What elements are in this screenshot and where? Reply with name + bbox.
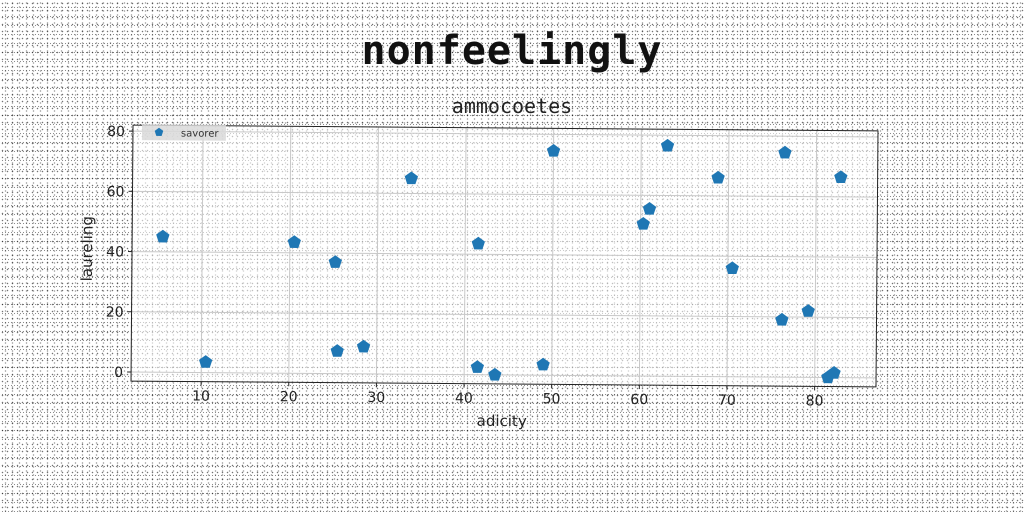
data-point (834, 170, 848, 184)
x-grid-line (375, 126, 379, 383)
x-grid-line (551, 128, 555, 385)
legend: savorer (141, 124, 227, 141)
y-grid-line (132, 251, 878, 258)
data-point (778, 145, 792, 159)
data-point (642, 201, 657, 215)
y-tick-label: 20 (106, 305, 124, 321)
x-tick-label: 70 (718, 393, 736, 409)
data-point (287, 235, 301, 248)
x-tick-label: 20 (280, 389, 298, 405)
data-points (156, 138, 848, 384)
x-axis-ticks: 10 20 30 40 50 60 70 80 (192, 381, 824, 410)
y-tick-label: 40 (106, 244, 124, 260)
data-point (636, 216, 650, 230)
data-point (488, 367, 502, 381)
x-grid-line (638, 129, 642, 386)
legend-label: savorer (181, 128, 220, 139)
data-point (801, 304, 815, 317)
data-point (199, 355, 213, 368)
data-point (711, 170, 725, 184)
data-point (536, 357, 550, 371)
chart-title: nonfeelingly (361, 28, 663, 74)
data-point (404, 171, 419, 185)
data-point (546, 143, 561, 157)
x-tick-label: 40 (455, 391, 473, 407)
data-point (725, 261, 739, 275)
y-grid-line (132, 190, 878, 198)
y-grid-line (132, 130, 878, 138)
x-tick-label: 10 (192, 389, 210, 405)
x-tick-label: 60 (630, 392, 648, 408)
chart-subtitle: ammocoetes (451, 94, 573, 118)
plot-frame (130, 124, 879, 388)
x-tick-label: 80 (806, 393, 824, 409)
x-tick-label: 30 (367, 390, 385, 406)
legend-box (141, 124, 227, 141)
y-axis-label: laureling (78, 216, 97, 281)
x-grid-line (200, 125, 204, 382)
data-point (660, 138, 675, 152)
data-point (356, 339, 371, 353)
grid-lines (131, 125, 878, 387)
x-grid-line (288, 126, 292, 383)
y-grid-line (131, 311, 877, 319)
x-grid-line (463, 127, 467, 384)
y-tick-label: 80 (107, 124, 125, 140)
x-grid-line (814, 130, 818, 387)
data-point (775, 312, 789, 326)
data-point (328, 255, 342, 268)
y-tick-label: 60 (107, 184, 125, 200)
data-point (156, 229, 170, 243)
x-tick-label: 50 (543, 391, 561, 407)
legend-marker (154, 127, 164, 136)
y-axis-ticks: 0 20 40 60 80 (106, 124, 133, 381)
data-point (330, 344, 344, 357)
y-tick-label: 0 (114, 365, 123, 381)
plot-area (131, 125, 879, 387)
data-point (470, 360, 485, 373)
x-grid-line (726, 129, 730, 386)
y-grid-line (131, 371, 877, 379)
data-point (471, 236, 485, 250)
legend-marker-shape (154, 127, 164, 136)
data-point (827, 366, 841, 379)
x-axis-label: adicity (477, 412, 527, 430)
